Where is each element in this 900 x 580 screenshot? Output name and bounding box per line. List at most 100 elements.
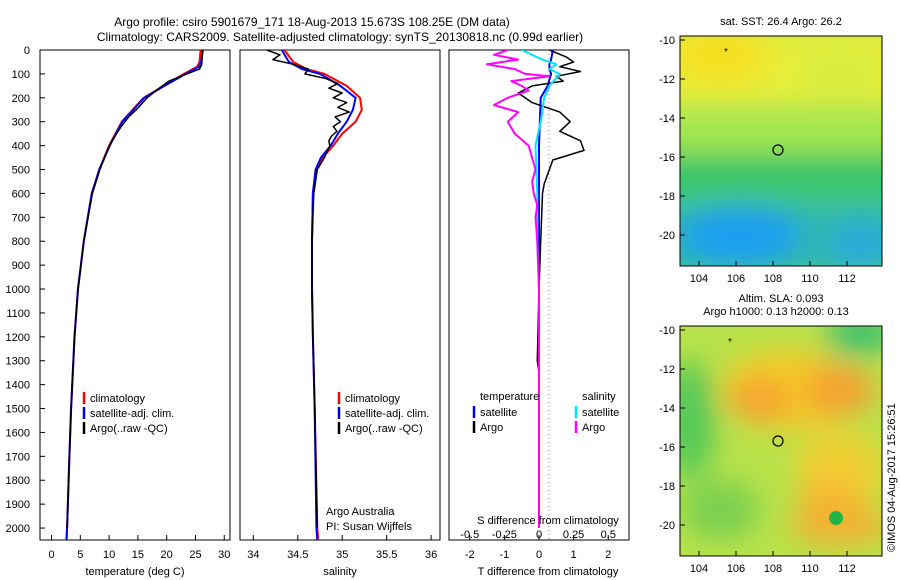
series-line-argo-raw-qc- — [66, 50, 204, 529]
map-y-tick-label: -14 — [659, 113, 675, 125]
map-y-tick-label: -10 — [659, 35, 675, 47]
t-difference-xlabel: T difference from climatology — [478, 566, 619, 578]
x-tick-label: 30 — [218, 549, 230, 561]
map-x-tick-label: 108 — [764, 273, 782, 285]
map-x-tick-label: 112 — [838, 563, 856, 575]
sla-map: * — [680, 326, 882, 556]
temperature-x-ticks: 0 5 10 15 20 25 30 — [48, 535, 230, 561]
depth-tick-label: 1200 — [6, 332, 30, 344]
legend-satellite-label: satellite-adj. clim. — [90, 408, 174, 420]
legend-s-satellite-label: satellite — [582, 407, 619, 419]
temperature-xlabel: temperature (deg C) — [85, 566, 184, 578]
temperature-series — [65, 50, 204, 540]
x-tick-label: 0 — [536, 549, 542, 561]
depth-tick-label: 1900 — [6, 499, 30, 511]
salinity-x-ticks: 34 34.5 35 35.5 36 — [247, 535, 437, 561]
map-x-tick-label: 110 — [801, 273, 819, 285]
salinity-xlabel: salinity — [323, 566, 357, 578]
map-y-tick-label: -20 — [659, 230, 675, 242]
map-y-tick-label: -12 — [659, 364, 675, 376]
series-line-satellite-adj-clim- — [280, 50, 357, 540]
depth-tick-label: 1100 — [6, 308, 30, 320]
figure-title-line2: Climatology: CARS2009. Satellite-adjuste… — [97, 30, 583, 44]
series-line-climatology — [283, 50, 363, 540]
map-y-tick-label: -14 — [659, 403, 675, 415]
depth-tick-label: 500 — [12, 165, 30, 177]
sla-float-marker: * — [728, 337, 732, 348]
x-tick-label: 2 — [605, 549, 611, 561]
legend-temperature-title: temperature — [480, 391, 539, 403]
legend-t-satellite-label: satellite — [480, 407, 517, 419]
credit-line1: Argo Australia — [326, 506, 395, 518]
map-y-tick-label: -16 — [659, 442, 675, 454]
sla-map-title1: Altim. SLA: 0.093 — [739, 293, 824, 305]
s-diff-tick-label: 0.5 — [601, 529, 616, 541]
s-diff-tick-label: -0.25 — [492, 529, 517, 541]
sst-map: * — [680, 36, 882, 266]
depth-tick-label: 900 — [12, 260, 30, 272]
difference-legend: temperature salinity satellite Argo sate… — [472, 391, 619, 434]
sla-map-frame — [679, 325, 883, 557]
s-difference-xlabel: S difference from climatology — [477, 515, 619, 527]
difference-x-ticks: -2 -1 0 1 2 -0.5 -0.25 0 0.25 0.5 — [460, 529, 616, 561]
series-line-salinity-argo — [486, 50, 551, 528]
map-x-tick-label: 104 — [690, 563, 708, 575]
depth-axis: 0 100 200 300 400 500 600 700 800 900 1000 1100 1200… — [6, 45, 45, 535]
x-tick-label: 36 — [425, 549, 437, 561]
depth-tick-label: 2000 — [6, 523, 30, 535]
temperature-legend: climatology satellite-adj. clim. Argo(..… — [82, 392, 174, 435]
legend-s-argo-label: Argo — [582, 422, 605, 434]
map-y-tick-label: -20 — [659, 520, 675, 532]
legend-climatology-label: climatology — [90, 393, 146, 405]
depth-tick-label: 400 — [12, 141, 30, 153]
map-y-tick-label: -12 — [659, 74, 675, 86]
salinity-series — [266, 50, 363, 540]
x-tick-label: 25 — [189, 549, 201, 561]
legend-climatology-label: climatology — [345, 393, 401, 405]
depth-tick-label: 0 — [24, 45, 30, 57]
map-x-tick-label: 108 — [764, 563, 782, 575]
s-diff-tick-label: 0.25 — [563, 529, 584, 541]
map-y-tick-label: -16 — [659, 152, 675, 164]
legend-argo-label: Argo(..raw -QC) — [345, 423, 423, 435]
x-tick-label: -1 — [499, 549, 509, 561]
legend-satellite-label: satellite-adj. clim. — [345, 408, 429, 420]
x-tick-label: 35.5 — [376, 549, 397, 561]
depth-tick-label: 1600 — [6, 427, 30, 439]
x-tick-label: 35 — [336, 549, 348, 561]
series-line-satellite-adj-clim- — [65, 50, 204, 540]
legend-salinity-title: salinity — [582, 391, 616, 403]
sst-map-ticks: 104 106 108 110 112 -10 -12 -14 -16 -18 -20 — [659, 35, 856, 285]
map-x-tick-label: 106 — [727, 563, 745, 575]
depth-tick-label: 700 — [12, 212, 30, 224]
depth-tick-label: 1300 — [6, 356, 30, 368]
depth-tick-label: 200 — [12, 93, 30, 105]
series-line-temperature-argo — [517, 50, 585, 528]
sst-profile-location — [772, 144, 784, 156]
sla-eddy — [829, 511, 843, 525]
depth-tick-label: 1000 — [6, 284, 30, 296]
salinity-axes — [239, 49, 441, 541]
map-x-tick-label: 110 — [801, 563, 819, 575]
depth-tick-label: 1800 — [6, 475, 30, 487]
depth-tick-label: 1700 — [6, 451, 30, 463]
map-y-tick-label: -18 — [659, 481, 675, 493]
map-x-tick-label: 104 — [690, 273, 708, 285]
map-y-tick-label: -18 — [659, 191, 675, 203]
s-diff-tick-label: 0 — [536, 529, 542, 541]
depth-tick-label: 100 — [12, 69, 30, 81]
x-tick-label: 5 — [77, 549, 83, 561]
sla-map-ticks: 104 106 108 110 112 -10 -12 -14 -16 -18 -20 — [659, 325, 856, 575]
x-tick-label: 34.5 — [287, 549, 308, 561]
sla-map-title2: Argo h1000: 0.13 h2000: 0.13 — [703, 306, 849, 318]
s-diff-tick-label: -0.5 — [460, 529, 479, 541]
x-tick-label: -2 — [465, 549, 475, 561]
map-y-tick-label: -10 — [659, 325, 675, 337]
salinity-legend: climatology satellite-adj. clim. Argo(..… — [337, 392, 429, 435]
sst-map-title: sat. SST: 26.4 Argo: 26.2 — [720, 16, 842, 28]
x-tick-label: 10 — [103, 549, 115, 561]
depth-tick-label: 1400 — [6, 380, 30, 392]
sst-float-marker: * — [724, 47, 728, 58]
x-tick-label: 34 — [247, 549, 259, 561]
